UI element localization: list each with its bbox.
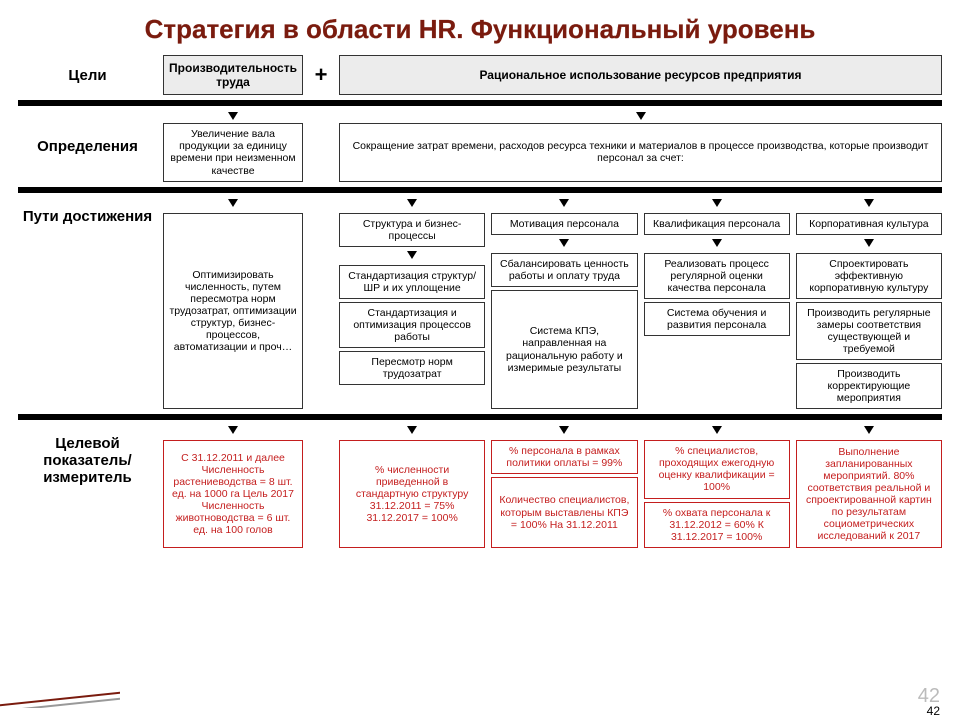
goal-left: Производительность труда	[163, 55, 303, 95]
row-label-paths: Пути достижения	[18, 198, 163, 410]
row-label-goals: Цели	[18, 55, 163, 95]
path-col4-b: Система обучения и развития персонала	[644, 302, 790, 336]
path-col5-b: Производить регулярные замеры соответств…	[796, 302, 942, 360]
kpi-c3a: % персонала в рамках политики оплаты = 9…	[491, 440, 637, 474]
arrow-icon	[864, 199, 874, 209]
goal-right: Рациональное использование ресурсов пред…	[339, 55, 942, 95]
def-right: Сокращение затрат времени, расходов ресу…	[339, 123, 942, 181]
row-kpi: Целевой показатель/ измеритель С 31.12.2…	[18, 425, 942, 547]
path-col4-a: Реализовать процесс регулярной оценки ка…	[644, 253, 790, 299]
kpi-c4a: % специалистов, проходящих ежегодную оце…	[644, 440, 790, 498]
path-col5-c: Производить корректирующие мероприятия	[796, 363, 942, 409]
kpi-c1: С 31.12.2011 и далее Численность растени…	[163, 440, 303, 547]
path-col2-a: Стандартизация структур/ШР и их уплощени…	[339, 265, 485, 299]
path-col3-head: Мотивация персонала	[491, 213, 637, 235]
path-col2-c: Пересмотр норм трудозатрат	[339, 351, 485, 385]
arrow-icon	[712, 199, 722, 209]
path-col3-a: Сбалансировать ценность работы и оплату …	[491, 253, 637, 287]
plus-icon: +	[309, 55, 333, 95]
kpi-content: С 31.12.2011 и далее Численность растени…	[163, 425, 942, 547]
kpi-c4b: % охвата персонала к 31.12.2012 = 60% К …	[644, 502, 790, 548]
title-text: Стратегия в области HR. Функциональный у…	[145, 14, 816, 44]
arrow-icon	[559, 239, 569, 249]
row-goals: Цели Производительность труда + Рационал…	[18, 55, 942, 95]
path-col2-head: Структура и бизнес-процессы	[339, 213, 485, 247]
separator	[18, 187, 942, 193]
goals-content: Производительность труда + Рациональное …	[163, 55, 942, 95]
row-label-kpi: Целевой показатель/ измеритель	[18, 425, 163, 547]
paths-content: Оптимизировать численность, путем пересм…	[163, 198, 942, 410]
decorative-lines	[0, 668, 120, 708]
arrow-icon	[559, 426, 569, 436]
arrow-icon	[407, 426, 417, 436]
path-col3-b: Система КПЭ, направленная на рациональну…	[491, 290, 637, 410]
path-col1: Оптимизировать численность, путем пересм…	[163, 213, 303, 410]
path-col2-b: Стандартизация и оптимизация процессов р…	[339, 302, 485, 348]
row-defs: Определения Увеличение вала продукции за…	[18, 111, 942, 181]
arrow-icon	[228, 426, 238, 436]
def-left: Увеличение вала продукции за единицу вре…	[163, 123, 303, 181]
path-col5-head: Корпоративная культура	[796, 213, 942, 235]
arrow-icon	[559, 199, 569, 209]
arrow-icon	[228, 112, 238, 122]
slide-title: Стратегия в области HR. Функциональный у…	[18, 14, 942, 45]
arrow-icon	[228, 199, 238, 209]
row-label-defs: Определения	[18, 111, 163, 181]
slide: Стратегия в области HR. Функциональный у…	[0, 0, 960, 720]
page-number: 42	[927, 704, 940, 718]
path-col4-head: Квалификация персонала	[644, 213, 790, 235]
arrow-icon	[712, 426, 722, 436]
defs-content: Увеличение вала продукции за единицу вре…	[163, 111, 942, 181]
arrow-icon	[407, 251, 417, 261]
arrow-icon	[864, 239, 874, 249]
path-col5-a: Спроектировать эффективную корпоративную…	[796, 253, 942, 299]
kpi-c2: % численности приведенной в стандартную …	[339, 440, 485, 547]
arrow-icon	[712, 239, 722, 249]
separator	[18, 100, 942, 106]
separator	[18, 414, 942, 420]
arrow-icon	[636, 112, 646, 122]
kpi-c3b: Количество специалистов, которым выставл…	[491, 477, 637, 547]
kpi-c5: Выполнение запланированных мероприятий. …	[796, 440, 942, 547]
arrow-icon	[407, 199, 417, 209]
arrow-icon	[864, 426, 874, 436]
row-paths: Пути достижения Оптимизировать численнос…	[18, 198, 942, 410]
